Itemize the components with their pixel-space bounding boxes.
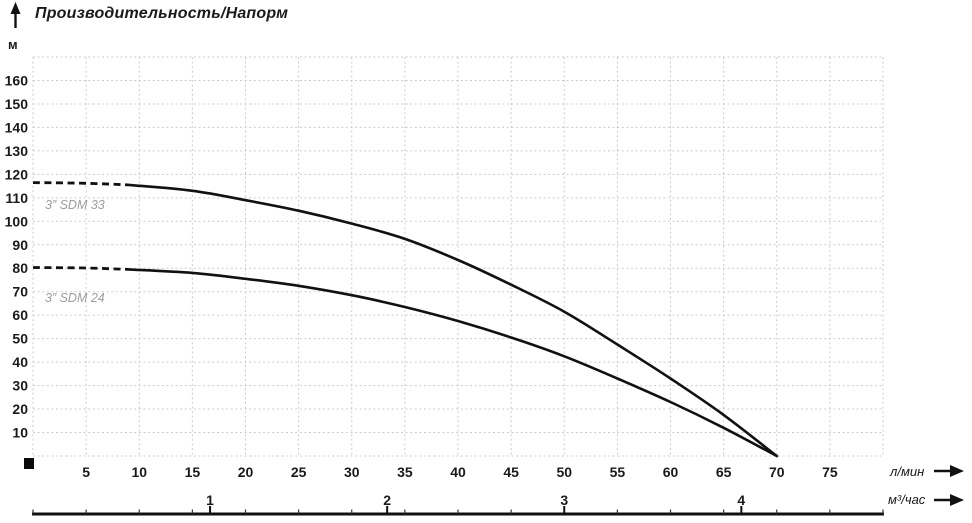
y-axis-unit-label: м — [8, 37, 18, 52]
x-tick-label: 5 — [82, 464, 90, 480]
x-tick-label: 50 — [556, 464, 572, 480]
y-tick-label: 70 — [12, 284, 28, 300]
y-tick-label: 30 — [12, 378, 28, 394]
x2-tick-label: 3 — [560, 492, 568, 508]
y-tick-label: 90 — [12, 237, 28, 253]
x2-tick-label: 1 — [206, 492, 214, 508]
pump-curve-sdm33 — [127, 183, 779, 458]
series-label-sdm24: 3” SDM 24 — [45, 291, 105, 305]
x-tick-label: 75 — [822, 464, 838, 480]
y-tick-label: 130 — [5, 143, 29, 159]
y-tick-label: 40 — [12, 354, 28, 370]
pump-curve-dashed-sdm33 — [32, 181, 129, 187]
x-tick-label: 55 — [610, 464, 626, 480]
y-tick-label: 100 — [5, 213, 29, 229]
x-axis-arrowhead-primary-icon — [950, 465, 964, 477]
y-tick-label: 160 — [5, 72, 29, 88]
x-tick-label: 35 — [397, 464, 413, 480]
chart-title: Производительность/Напорм — [35, 5, 289, 22]
x2-tick-label: 2 — [383, 492, 391, 508]
x-tick-label: 25 — [291, 464, 307, 480]
x-tick-label: 65 — [716, 464, 732, 480]
pump-curve-sdm24 — [127, 268, 779, 458]
x-tick-label: 20 — [238, 464, 254, 480]
y-tick-label: 140 — [5, 119, 29, 135]
x-tick-label: 15 — [185, 464, 201, 480]
x-tick-label: 60 — [663, 464, 679, 480]
series-label-sdm33: 3” SDM 33 — [45, 198, 105, 212]
x2-tick-label: 4 — [737, 492, 745, 508]
x-axis-unit-primary-label: л/мин — [890, 464, 925, 479]
x-tick-label: 30 — [344, 464, 360, 480]
y-axis-arrowhead-icon — [10, 2, 21, 14]
x-tick-label: 45 — [503, 464, 519, 480]
y-tick-label: 50 — [12, 331, 28, 347]
y-tick-label: 20 — [12, 401, 28, 417]
x-axis-arrowhead-secondary-icon — [950, 494, 964, 506]
x-tick-label: 40 — [450, 464, 466, 480]
x-tick-label: 10 — [131, 464, 147, 480]
x-axis-unit-secondary-label: м³/час — [888, 492, 926, 507]
pump-curve-dashed-sdm24 — [32, 266, 129, 271]
y-tick-label: 60 — [12, 307, 28, 323]
y-tick-label: 110 — [5, 190, 28, 206]
y-tick-label: 10 — [12, 425, 28, 441]
y-tick-label: 150 — [5, 96, 29, 112]
y-tick-label: 80 — [12, 260, 28, 276]
y-tick-label: 120 — [5, 166, 29, 182]
x-tick-label: 70 — [769, 464, 785, 480]
origin-marker — [24, 458, 34, 469]
